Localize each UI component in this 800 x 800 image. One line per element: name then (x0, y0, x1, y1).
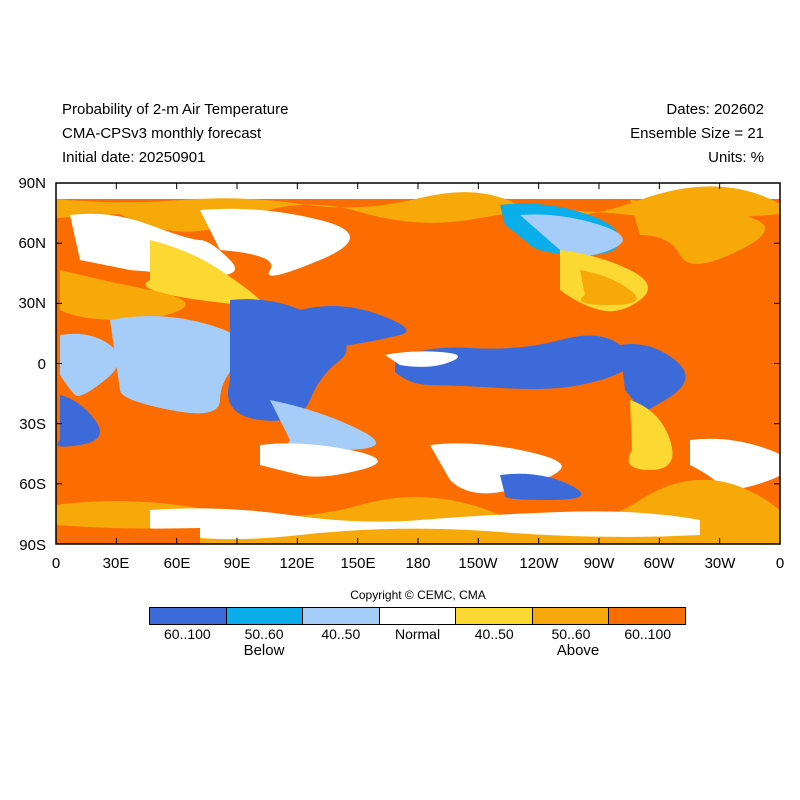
legend-below-label: Below (243, 642, 285, 659)
legend-swatch-below-60-100 (150, 608, 227, 624)
lon-label: 120E (279, 555, 314, 572)
probability-map: 90N 60N 30N 0 30S 60S 90S 0 30E 60E 90E … (18, 175, 784, 572)
dateline-normal-patch (385, 351, 458, 367)
legend-label: Normal (394, 626, 441, 642)
legend-swatch-below-50-60 (226, 608, 304, 624)
header-left: Probability of 2-m Air Temperature CMA-C… (62, 100, 289, 172)
lon-label: 0 (776, 555, 784, 572)
latitude-labels: 90N 60N 30N 0 30S 60S 90S (18, 175, 46, 554)
lat-label: 30N (18, 295, 46, 312)
copyright-notice: Copyright © CEMC, CMA (350, 588, 486, 602)
lat-label: 60S (19, 476, 46, 493)
south-atlantic-normal-patch (690, 438, 780, 489)
equatorial-pacific-cold-tongue (395, 335, 632, 389)
legend-label: 50..60 (244, 626, 284, 642)
map-title: Probability of 2-m Air Temperature (62, 101, 289, 118)
south-africa-cold-patch (57, 395, 100, 447)
lon-label: 90E (224, 555, 251, 572)
legend-swatch-above-40-50 (456, 608, 533, 624)
lon-label: 30W (705, 555, 737, 572)
legend-swatch-below-40-50 (303, 608, 380, 624)
forecast-dates: Dates: 202602 (666, 101, 764, 118)
siberia-normal-patch (200, 208, 350, 276)
africa-cool-patch (60, 333, 119, 396)
southern-indian-normal-patch (260, 443, 378, 477)
lat-label: 90S (19, 537, 46, 554)
model-name: CMA-CPSv3 monthly forecast (62, 125, 262, 142)
legend-label: 60..100 (624, 626, 672, 642)
lon-label: 180 (405, 555, 430, 572)
legend-labels: 60..100 50..60 40..50 Normal 40..50 50..… (149, 626, 686, 642)
amazon-cold-patch (620, 344, 686, 420)
longitude-labels: 0 30E 60E 90E 120E 150E 180 150W 120W 90… (52, 555, 784, 572)
map-field (56, 183, 780, 544)
west-pacific-cold-patch (300, 306, 407, 347)
header-right: Dates: 202602 Ensemble Size = 21 Units: … (630, 100, 764, 172)
lon-label: 150E (340, 555, 375, 572)
legend-label: 40..50 (321, 626, 361, 642)
canada-cool-patch (520, 214, 623, 256)
antarctic-warm-patch (56, 525, 200, 544)
lon-label: 150W (458, 555, 498, 572)
legend-above-label: Above (556, 642, 600, 659)
africa-north-patch (60, 270, 186, 320)
lat-label: 60N (18, 235, 46, 252)
indian-ocean-cool-patch (110, 316, 246, 414)
lon-label: 60E (164, 555, 191, 572)
lat-label: 30S (19, 416, 46, 433)
legend-label: 60..100 (164, 626, 211, 642)
lon-label: 30E (103, 555, 130, 572)
lon-label: 0 (52, 555, 60, 572)
usa-above-patch (580, 270, 637, 305)
color-legend (149, 607, 686, 625)
legend-swatch-above-60-100 (609, 608, 686, 624)
lat-label: 90N (18, 175, 46, 192)
lat-label: 0 (38, 356, 46, 373)
lon-label: 60W (644, 555, 676, 572)
antarctic-normal-band (150, 508, 700, 540)
legend-label: 50..60 (551, 626, 591, 642)
lon-label: 90W (584, 555, 616, 572)
legend-swatch-normal (379, 608, 457, 624)
south-america-yellow-patch (628, 400, 673, 470)
lon-label: 120W (519, 555, 559, 572)
asia-yellow-patch (145, 240, 262, 305)
units-label: Units: % (708, 149, 764, 166)
legend-swatch-above-50-60 (532, 608, 610, 624)
south-pacific-cold-patch (500, 473, 582, 500)
initial-date: Initial date: 20250901 (62, 149, 206, 166)
greenland-patch (630, 200, 765, 264)
ensemble-size: Ensemble Size = 21 (630, 125, 764, 142)
legend-label: 40..50 (474, 626, 514, 642)
axis-ticks (55, 182, 781, 545)
australia-cool-patch (270, 400, 376, 450)
